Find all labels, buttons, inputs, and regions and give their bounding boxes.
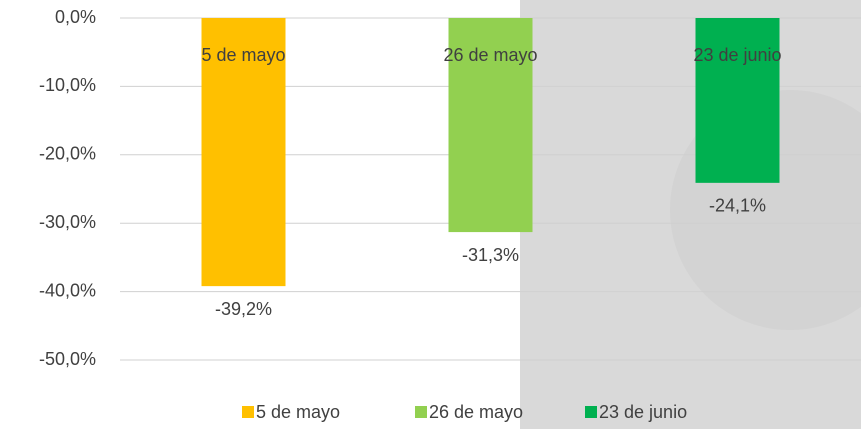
- legend-swatch: [242, 406, 254, 418]
- bar: [695, 18, 780, 183]
- x-tick-label: 5 de mayo: [201, 45, 285, 65]
- legend-label: 26 de mayo: [429, 402, 523, 422]
- bar: [201, 18, 286, 287]
- x-tick-label: 26 de mayo: [443, 45, 537, 65]
- y-tick-label: -40,0%: [39, 280, 96, 300]
- y-tick-label: -20,0%: [39, 144, 96, 164]
- legend-swatch: [415, 406, 427, 418]
- y-tick-label: -10,0%: [39, 75, 96, 95]
- legend-label: 23 de junio: [599, 402, 687, 422]
- data-label: -39,2%: [215, 299, 272, 319]
- legend-swatch: [585, 406, 597, 418]
- y-tick-label: -50,0%: [39, 349, 96, 369]
- bar: [448, 18, 533, 233]
- y-tick-label: 0,0%: [55, 7, 96, 27]
- data-label: -31,3%: [462, 245, 519, 265]
- y-tick-label: -30,0%: [39, 212, 96, 232]
- data-label: -24,1%: [709, 196, 766, 216]
- legend-label: 5 de mayo: [256, 402, 340, 422]
- x-tick-label: 23 de junio: [693, 45, 781, 65]
